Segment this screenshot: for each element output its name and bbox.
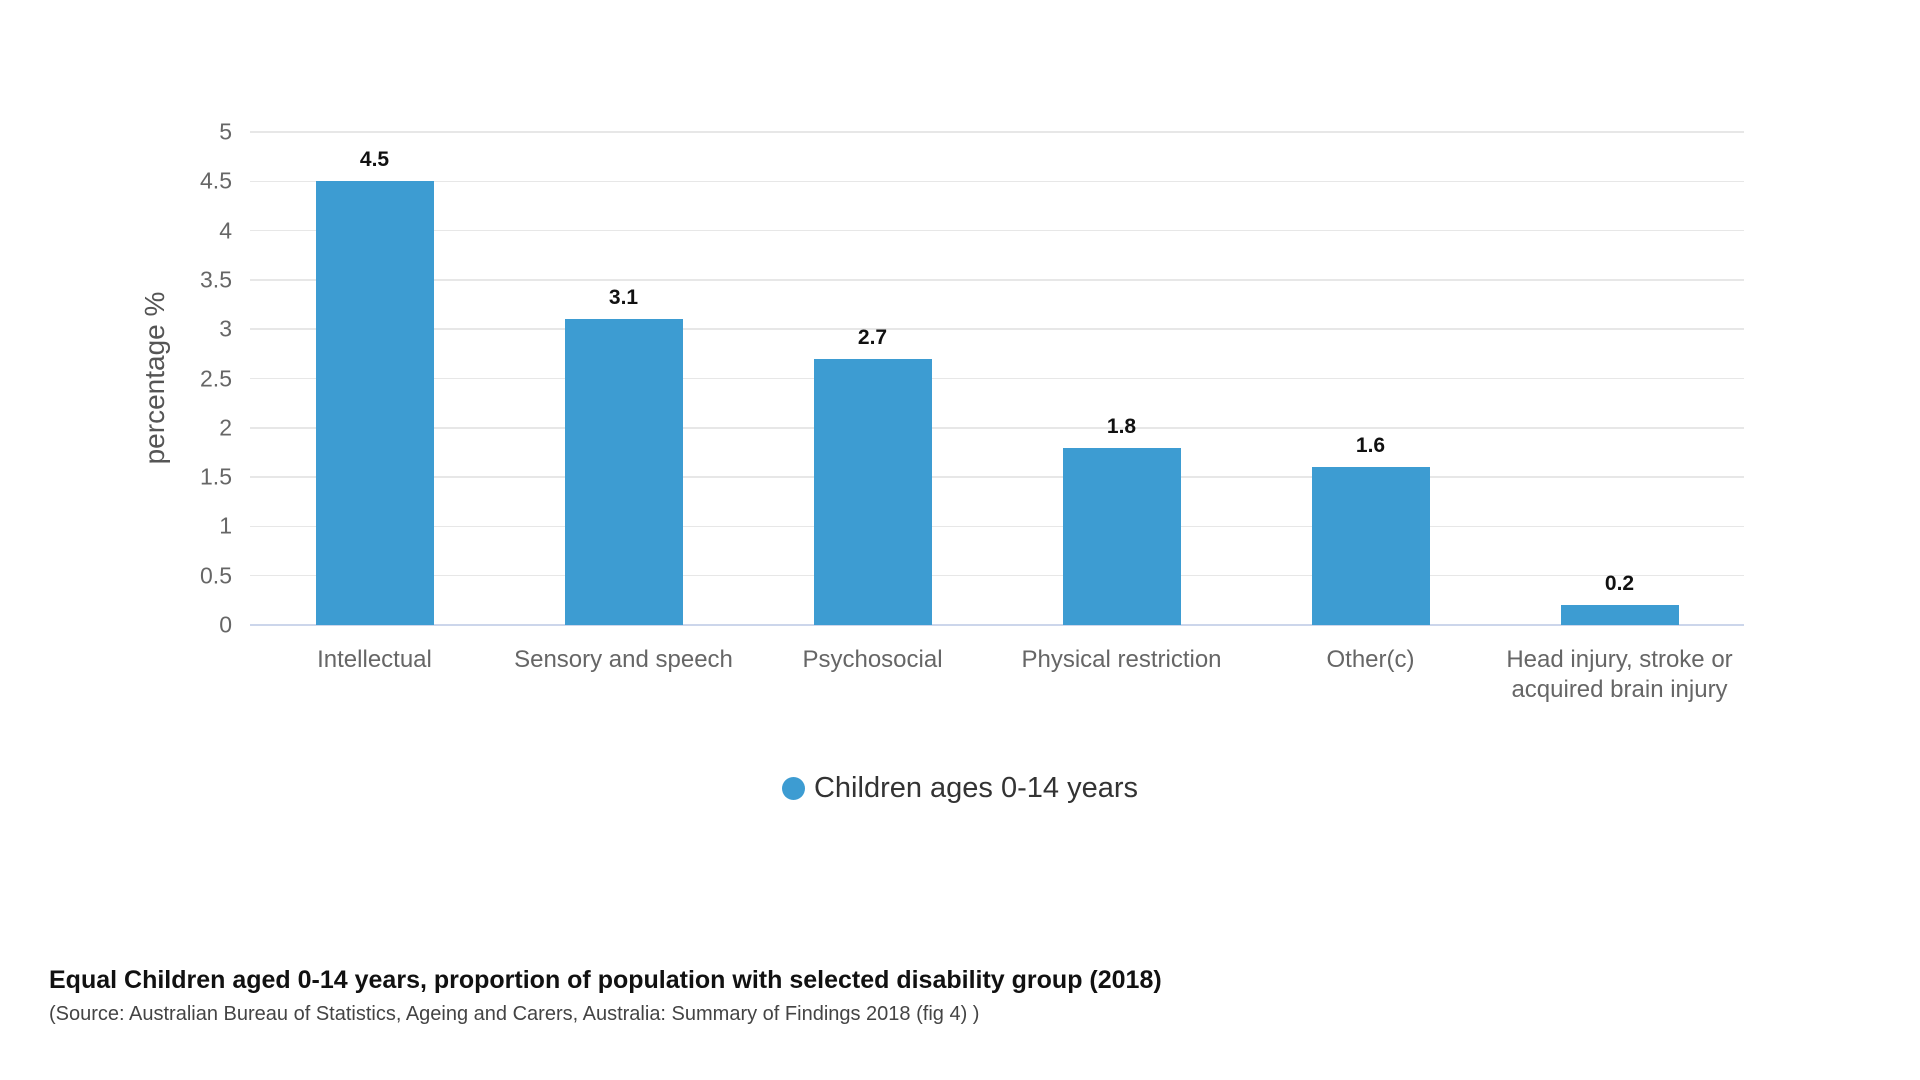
x-category-label: Physical restriction — [1021, 646, 1222, 673]
y-tick-label: 5 — [219, 118, 232, 145]
gridline — [250, 377, 1744, 380]
y-tick-label: 2 — [219, 414, 232, 441]
bar-slot: 2.7 — [748, 132, 997, 625]
bar-slot: 1.6 — [1246, 132, 1495, 625]
y-tick-label: 0.5 — [200, 562, 232, 589]
gridline — [250, 476, 1744, 478]
x-category-label: Sensory and speech — [514, 646, 733, 673]
bar-value-label: 3.1 — [608, 286, 639, 310]
bar-slot: 1.8 — [997, 132, 1246, 625]
bar[interactable] — [315, 181, 434, 625]
x-category-label: Head injury, stroke or acquired brain in… — [1506, 646, 1733, 703]
y-tick-label: 1.5 — [200, 463, 232, 490]
chart-title: Equal Children aged 0-14 years, proporti… — [49, 966, 1162, 994]
bar-value-label: 0.2 — [1604, 572, 1635, 596]
gridline — [250, 229, 1744, 232]
y-tick-label: 0 — [219, 611, 232, 638]
bar-slot: 3.1 — [499, 132, 748, 625]
chart-legend[interactable]: Children ages 0-14 years — [0, 772, 1920, 805]
bar-value-label: 1.8 — [1106, 414, 1137, 438]
bar[interactable] — [1062, 447, 1181, 625]
y-tick-label: 4.5 — [200, 167, 232, 194]
gridline — [250, 131, 1744, 133]
bar[interactable] — [564, 319, 683, 625]
y-tick-label: 3 — [219, 315, 232, 342]
gridline — [250, 574, 1744, 577]
x-category-label: Psychosocial — [802, 646, 943, 673]
chart-source: (Source: Australian Bureau of Statistics… — [49, 1003, 980, 1025]
bar-value-label: 1.6 — [1355, 434, 1386, 458]
legend-circle-icon — [781, 777, 805, 800]
gridline — [250, 427, 1744, 429]
gridline — [250, 180, 1744, 183]
x-category-label: Intellectual — [317, 646, 432, 673]
bar-slot: 4.5 — [250, 132, 499, 625]
plot-area: 4.5 3.1 2.7 1.8 1.6 0.2 — [250, 131, 1744, 626]
bar-value-label: 4.5 — [359, 148, 390, 172]
x-category-label: Other(c) — [1326, 646, 1415, 673]
bar[interactable] — [813, 358, 932, 625]
y-tick-label: 2.5 — [200, 365, 232, 391]
bar[interactable] — [1311, 467, 1430, 625]
bar-value-label: 2.7 — [857, 325, 888, 349]
bar[interactable] — [1560, 605, 1679, 625]
legend-label: Children ages 0-14 years — [813, 772, 1138, 804]
y-tick-label: 1 — [219, 512, 232, 539]
y-axis-title: percentage % — [139, 291, 170, 465]
gridline — [250, 279, 1744, 281]
gridline — [250, 525, 1744, 528]
x-axis-line — [250, 624, 1744, 626]
bar-slot: 0.2 — [1495, 132, 1744, 625]
y-tick-label: 4 — [219, 217, 232, 244]
y-tick-label: 3.5 — [200, 266, 232, 293]
gridline — [250, 328, 1744, 330]
